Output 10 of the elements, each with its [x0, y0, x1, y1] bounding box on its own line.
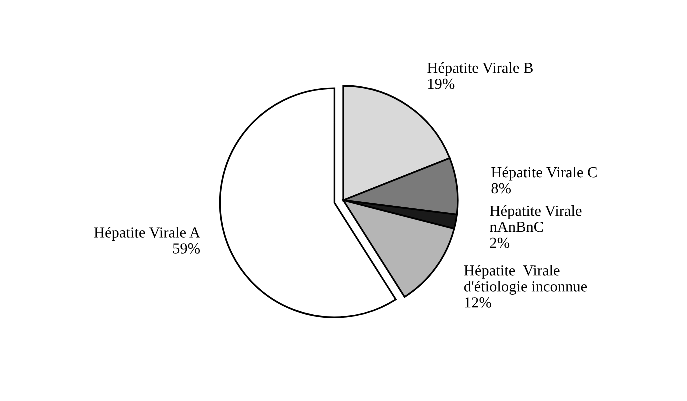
data-label: 8% [492, 183, 512, 194]
slice-label: Hépatite Virale nAnBnC [490, 205, 582, 232]
slice-label: Hépatite Virale B [428, 62, 533, 76]
data-label: 2% [490, 238, 510, 248]
slice-label: Hépatite Virale d'étiologie inconnue [464, 265, 588, 295]
data-label: 19% [428, 78, 455, 90]
data-label: 59% [173, 244, 200, 254]
slice-label: Hépatite Virale A [94, 227, 200, 241]
data-label: 12% [465, 298, 492, 308]
slice-label: Hépatite Virale C [492, 166, 597, 181]
